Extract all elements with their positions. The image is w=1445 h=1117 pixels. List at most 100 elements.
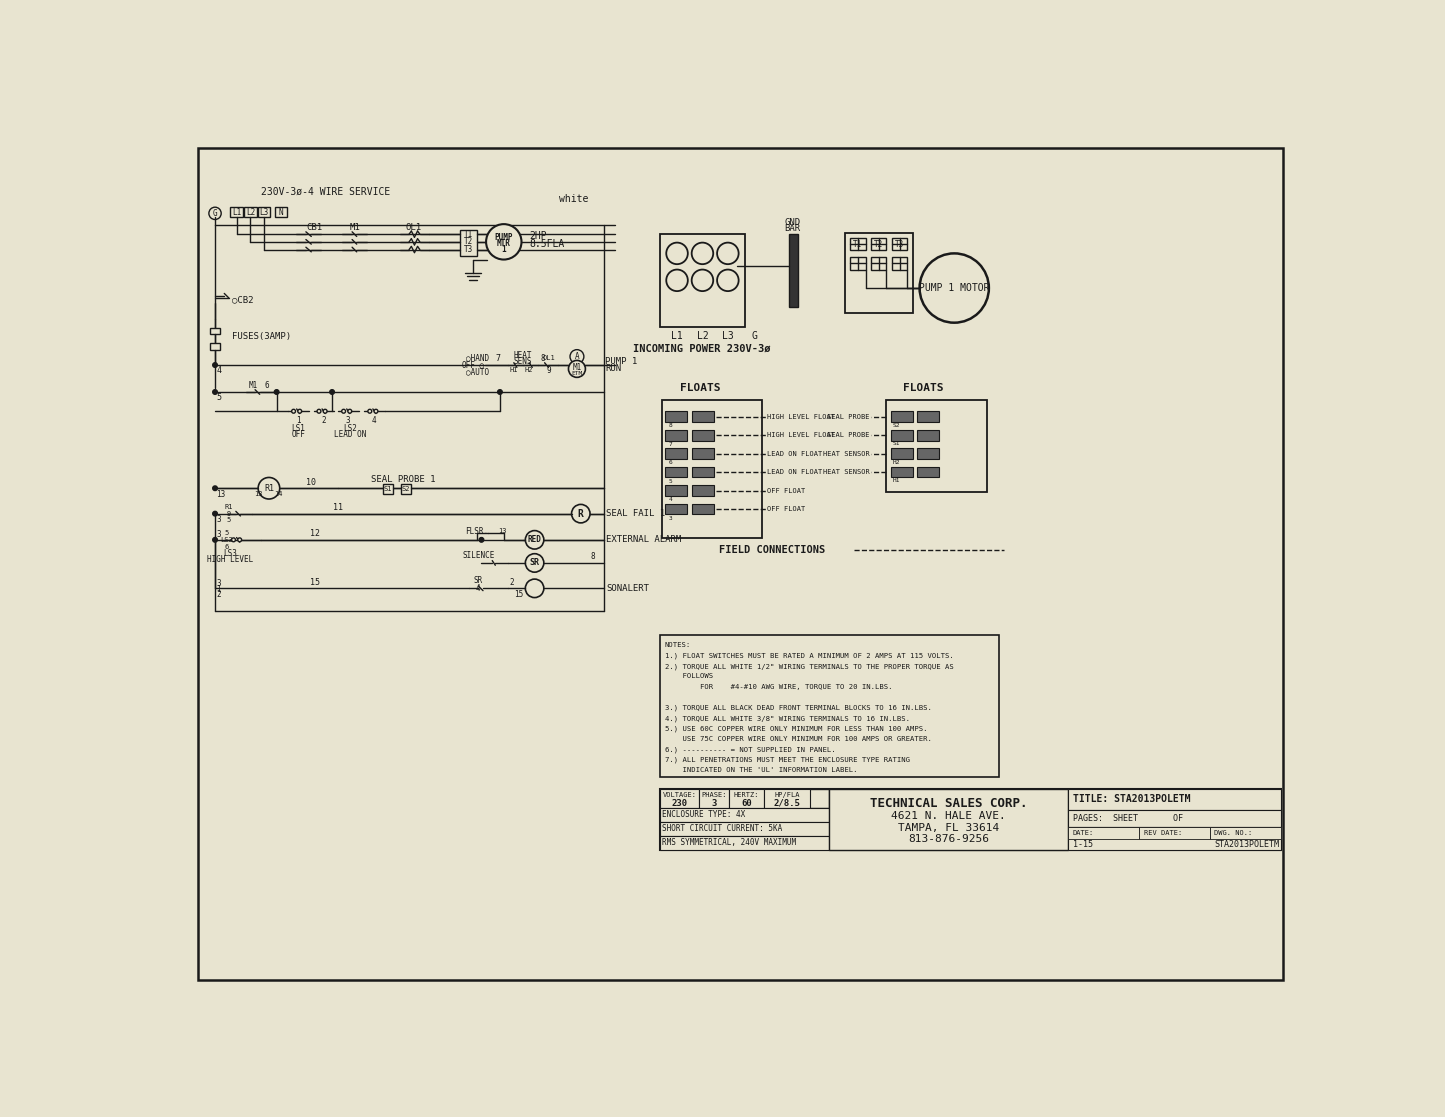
Text: 8: 8 — [668, 423, 672, 429]
Text: T3: T3 — [464, 245, 473, 254]
Bar — [402, 485, 412, 495]
Text: 10: 10 — [306, 478, 316, 487]
Text: PHASE:: PHASE: — [701, 792, 727, 798]
Bar — [666, 467, 686, 477]
Bar — [210, 328, 221, 334]
Text: 2HP: 2HP — [529, 231, 546, 240]
Circle shape — [568, 361, 585, 378]
Circle shape — [298, 409, 302, 413]
Text: REV DATE:: REV DATE: — [1143, 830, 1182, 837]
Circle shape — [666, 242, 688, 264]
Text: FOR    #4-#10 AWG WIRE, TORQUE TO 20 IN.LBS.: FOR #4-#10 AWG WIRE, TORQUE TO 20 IN.LBS… — [665, 684, 892, 690]
Text: L1: L1 — [670, 331, 683, 341]
Circle shape — [238, 538, 241, 542]
Text: 3: 3 — [217, 515, 221, 524]
Text: 5: 5 — [217, 393, 221, 402]
Bar — [892, 238, 907, 250]
Text: ○CB2: ○CB2 — [233, 295, 253, 304]
Text: FLOATS: FLOATS — [903, 383, 944, 393]
Circle shape — [212, 363, 217, 367]
Circle shape — [212, 486, 217, 490]
Bar — [660, 235, 744, 326]
Bar — [1209, 827, 1280, 839]
Text: TAMPA, FL 33614: TAMPA, FL 33614 — [899, 823, 1000, 833]
Text: S2: S2 — [893, 422, 900, 428]
Text: SEAL PROBE: SEAL PROBE — [827, 413, 870, 420]
Text: 6: 6 — [668, 460, 672, 466]
Text: 14: 14 — [275, 491, 282, 497]
Text: OFF─○: OFF─○ — [461, 361, 484, 370]
Text: NOTES:: NOTES: — [665, 642, 691, 648]
Text: SILENCE: SILENCE — [462, 552, 496, 561]
Text: LEAD ON FLOAT: LEAD ON FLOAT — [767, 450, 822, 457]
Circle shape — [919, 254, 988, 323]
Text: 4: 4 — [217, 366, 221, 375]
Text: S1: S1 — [893, 441, 900, 446]
Bar — [692, 504, 714, 515]
Text: VOLTAGE:: VOLTAGE: — [662, 792, 696, 798]
Text: 13: 13 — [217, 490, 225, 499]
Circle shape — [569, 350, 584, 363]
Bar — [460, 229, 477, 256]
Text: RMS SYMMETRICAL, 240V MAXIMUM: RMS SYMMETRICAL, 240V MAXIMUM — [662, 838, 796, 847]
Text: 6: 6 — [264, 381, 269, 390]
Bar — [850, 257, 866, 269]
Text: OL1: OL1 — [543, 355, 555, 361]
Text: 3.) TORQUE ALL BLACK DEAD FRONT TERMINAL BLOCKS TO 16 IN.LBS.: 3.) TORQUE ALL BLACK DEAD FRONT TERMINAL… — [665, 705, 932, 712]
Text: 12: 12 — [311, 529, 321, 538]
Text: INDICATED ON THE 'UL' INFORMATION LABEL.: INDICATED ON THE 'UL' INFORMATION LABEL. — [665, 767, 857, 773]
Text: HEAT SENSOR: HEAT SENSOR — [822, 469, 870, 475]
Text: 13: 13 — [499, 528, 507, 534]
Text: 813-876-9256: 813-876-9256 — [909, 833, 990, 843]
Circle shape — [324, 409, 327, 413]
Text: SR: SR — [474, 576, 483, 585]
Text: RED: RED — [527, 535, 542, 544]
Text: 1: 1 — [217, 585, 221, 594]
Text: ○HAND: ○HAND — [467, 354, 490, 363]
Bar — [692, 430, 714, 440]
Bar — [259, 207, 270, 217]
Text: EXTERNAL ALARM: EXTERNAL ALARM — [607, 535, 682, 544]
Text: N: N — [279, 208, 283, 217]
Text: T2: T2 — [874, 240, 883, 249]
Text: SEAL PROBE 1: SEAL PROBE 1 — [371, 475, 436, 484]
Bar — [730, 789, 764, 808]
Text: MTR: MTR — [497, 239, 510, 248]
Circle shape — [316, 409, 321, 413]
Circle shape — [212, 537, 217, 542]
Text: S1: S1 — [383, 486, 392, 491]
Bar — [892, 448, 913, 459]
Bar — [660, 789, 698, 808]
Text: M1: M1 — [572, 363, 581, 372]
Bar — [660, 634, 998, 777]
Circle shape — [231, 538, 236, 542]
Bar — [892, 467, 913, 477]
Text: 4621 N. HALE AVE.: 4621 N. HALE AVE. — [892, 811, 1006, 821]
Text: 15: 15 — [311, 577, 321, 586]
Text: INCOMING POWER 230V-3ø: INCOMING POWER 230V-3ø — [633, 343, 770, 353]
Text: 2: 2 — [321, 416, 327, 424]
Text: LS3: LS3 — [224, 550, 237, 558]
Text: SENS: SENS — [514, 356, 532, 365]
Text: 11: 11 — [334, 503, 344, 512]
Bar — [871, 257, 886, 269]
Bar — [210, 344, 221, 350]
Text: 9: 9 — [227, 510, 231, 517]
Text: 3: 3 — [217, 580, 221, 589]
Text: M1: M1 — [249, 381, 259, 390]
Text: DWG. NO.:: DWG. NO.: — [1214, 830, 1253, 837]
Text: 3: 3 — [711, 799, 717, 808]
Circle shape — [212, 390, 217, 394]
Text: 4: 4 — [668, 497, 672, 503]
Bar — [1068, 827, 1282, 850]
Circle shape — [368, 409, 371, 413]
Bar — [666, 448, 686, 459]
Circle shape — [717, 242, 738, 264]
Text: 6.) ---------- = NOT SUPPLIED IN PANEL.: 6.) ---------- = NOT SUPPLIED IN PANEL. — [665, 746, 835, 753]
Text: 3: 3 — [345, 416, 351, 424]
Bar — [275, 207, 288, 217]
Text: PUMP 1: PUMP 1 — [605, 356, 637, 365]
Text: PUMP: PUMP — [494, 232, 513, 241]
Text: SR: SR — [529, 558, 539, 567]
Text: LEAD ON FLOAT: LEAD ON FLOAT — [767, 469, 822, 475]
